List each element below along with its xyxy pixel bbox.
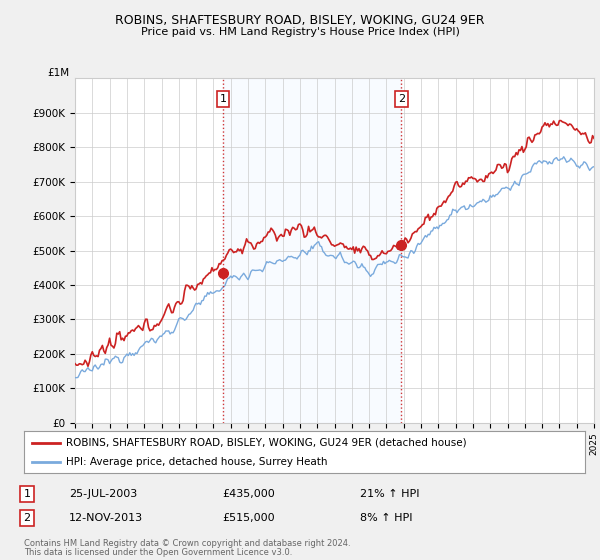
Text: 1: 1 — [23, 489, 31, 499]
Text: 21% ↑ HPI: 21% ↑ HPI — [360, 489, 419, 499]
Text: HPI: Average price, detached house, Surrey Heath: HPI: Average price, detached house, Surr… — [66, 457, 328, 467]
Text: ROBINS, SHAFTESBURY ROAD, BISLEY, WOKING, GU24 9ER: ROBINS, SHAFTESBURY ROAD, BISLEY, WOKING… — [115, 14, 485, 27]
Text: ROBINS, SHAFTESBURY ROAD, BISLEY, WOKING, GU24 9ER (detached house): ROBINS, SHAFTESBURY ROAD, BISLEY, WOKING… — [66, 437, 467, 447]
Bar — [223, 78, 401, 423]
Text: 8% ↑ HPI: 8% ↑ HPI — [360, 513, 413, 523]
Text: Contains HM Land Registry data © Crown copyright and database right 2024.: Contains HM Land Registry data © Crown c… — [24, 539, 350, 548]
Text: Price paid vs. HM Land Registry's House Price Index (HPI): Price paid vs. HM Land Registry's House … — [140, 27, 460, 37]
Text: £435,000: £435,000 — [222, 489, 275, 499]
Text: 1: 1 — [220, 94, 227, 104]
Text: This data is licensed under the Open Government Licence v3.0.: This data is licensed under the Open Gov… — [24, 548, 292, 557]
Text: 25-JUL-2003: 25-JUL-2003 — [69, 489, 137, 499]
Text: 2: 2 — [398, 94, 405, 104]
Text: £515,000: £515,000 — [222, 513, 275, 523]
Text: £1M: £1M — [47, 68, 70, 78]
Text: 12-NOV-2013: 12-NOV-2013 — [69, 513, 143, 523]
Text: 2: 2 — [23, 513, 31, 523]
